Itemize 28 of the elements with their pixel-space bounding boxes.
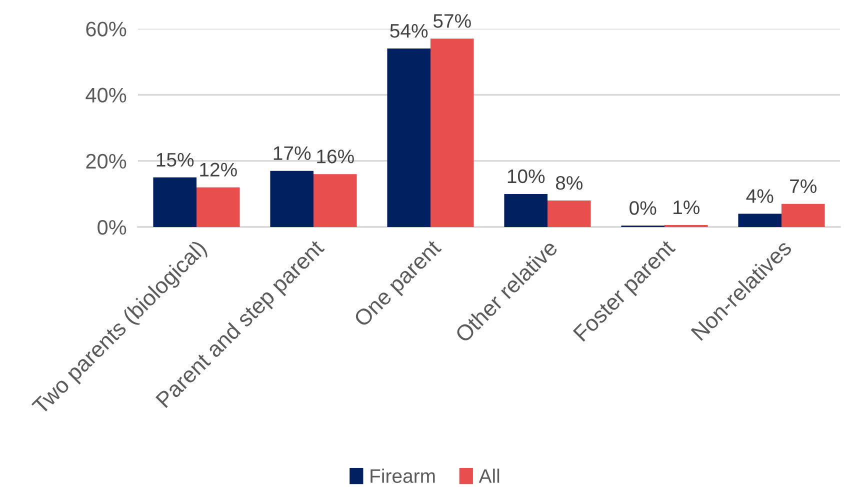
data-label: 1% (674, 200, 700, 214)
y-tick-label: 40% (86, 88, 126, 103)
bar (782, 204, 825, 227)
bar (548, 200, 591, 227)
legend-label: Firearm (370, 468, 435, 483)
data-label: 7% (790, 179, 817, 193)
data-label: 17% (274, 146, 311, 160)
bar (430, 38, 474, 227)
data-label: 57% (433, 14, 471, 28)
bar (387, 48, 430, 227)
data-label: 4% (746, 189, 774, 203)
bar (196, 187, 240, 227)
data-label: 16% (317, 150, 354, 164)
data-label: 54% (390, 24, 428, 38)
bar (270, 170, 314, 227)
y-tick-label: 20% (86, 154, 126, 169)
data-label: 8% (556, 176, 583, 190)
y-tick-label: 60% (86, 22, 126, 36)
data-label: 12% (200, 162, 237, 176)
data-label: 0% (630, 201, 656, 215)
bar (738, 214, 782, 227)
y-tick-label: 0% (98, 220, 126, 235)
bar (504, 194, 548, 227)
bar (153, 177, 196, 227)
data-label: 15% (156, 152, 194, 167)
bar (314, 174, 357, 227)
legend-label: All (478, 468, 500, 483)
data-label: 10% (508, 169, 545, 184)
